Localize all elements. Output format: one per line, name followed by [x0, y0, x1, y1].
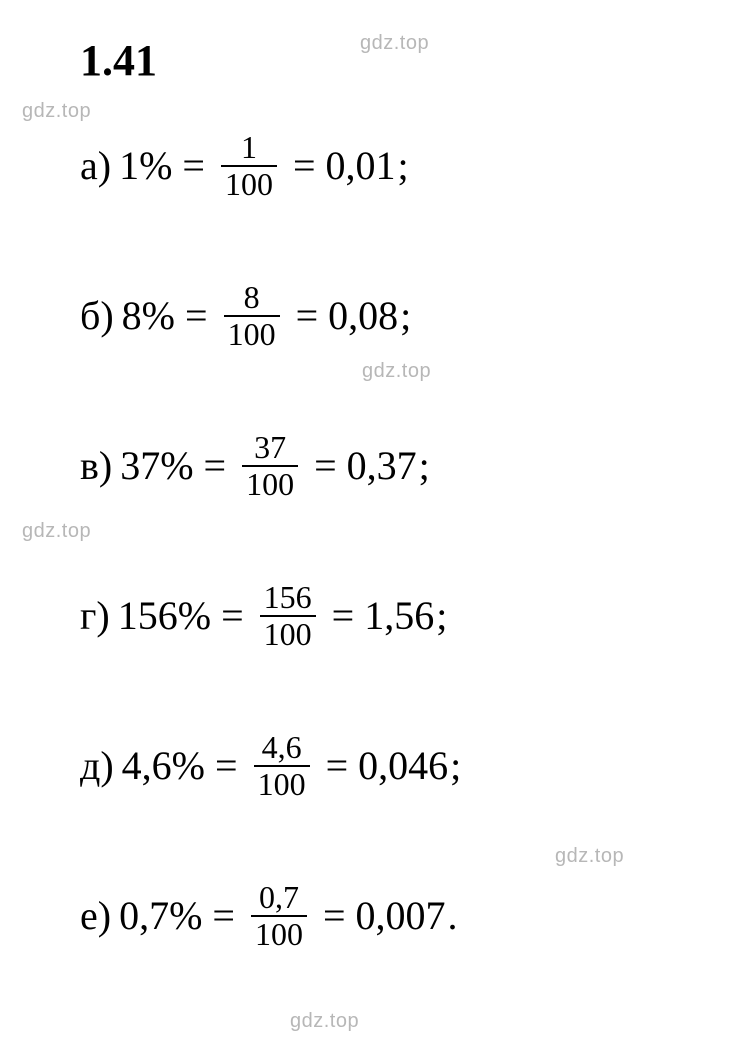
denominator: 100 [260, 617, 316, 652]
equals-sign: = [332, 596, 355, 636]
item-label: б) [80, 296, 114, 336]
watermark: gdz.top [362, 360, 431, 383]
numerator: 37 [250, 430, 290, 465]
numerator: 8 [240, 280, 264, 315]
equals-sign: = [293, 146, 316, 186]
equals-sign: = [326, 746, 349, 786]
watermark: gdz.top [22, 100, 91, 123]
equals-sign: = [185, 296, 208, 336]
decimal-value: 0,046 [358, 746, 448, 786]
watermark: gdz.top [555, 845, 624, 868]
item-label: г) [80, 596, 110, 636]
watermark: gdz.top [22, 520, 91, 543]
equation-g: г) 156% = 156 100 = 1,56 ; [80, 580, 447, 652]
percent-value: 156% [118, 596, 211, 636]
line-terminator: ; [436, 596, 447, 636]
equals-sign: = [215, 746, 238, 786]
decimal-value: 0,007 [356, 896, 446, 936]
watermark: gdz.top [290, 1010, 359, 1033]
line-terminator: ; [419, 446, 430, 486]
item-label: е) [80, 896, 111, 936]
equals-sign: = [221, 596, 244, 636]
problem-number: 1.41 [80, 35, 157, 86]
line-terminator: . [448, 896, 458, 936]
page: 1.41 а) 1% = 1 100 = 0,01 ; б) 8% = 8 10… [0, 0, 752, 1064]
equals-sign: = [212, 896, 235, 936]
equation-d: д) 4,6% = 4,6 100 = 0,046 ; [80, 730, 461, 802]
watermark: gdz.top [360, 32, 429, 55]
equation-a: а) 1% = 1 100 = 0,01 ; [80, 130, 409, 202]
numerator: 0,7 [255, 880, 303, 915]
equals-sign: = [323, 896, 346, 936]
equals-sign: = [204, 446, 227, 486]
numerator: 1 [237, 130, 261, 165]
line-terminator: ; [450, 746, 461, 786]
fraction: 4,6 100 [254, 730, 310, 802]
fraction: 0,7 100 [251, 880, 307, 952]
line-terminator: ; [398, 146, 409, 186]
decimal-value: 0,08 [328, 296, 398, 336]
equation-e: е) 0,7% = 0,7 100 = 0,007 . [80, 880, 458, 952]
decimal-value: 0,01 [326, 146, 396, 186]
equals-sign: = [182, 146, 205, 186]
percent-value: 0,7% [119, 896, 202, 936]
fraction: 8 100 [224, 280, 280, 352]
percent-value: 4,6% [122, 746, 205, 786]
percent-value: 37% [120, 446, 193, 486]
item-label: д) [80, 746, 114, 786]
denominator: 100 [224, 317, 280, 352]
numerator: 4,6 [258, 730, 306, 765]
equals-sign: = [314, 446, 337, 486]
percent-value: 1% [119, 146, 172, 186]
equation-v: в) 37% = 37 100 = 0,37 ; [80, 430, 430, 502]
percent-value: 8% [122, 296, 175, 336]
fraction: 1 100 [221, 130, 277, 202]
item-label: а) [80, 146, 111, 186]
equation-b: б) 8% = 8 100 = 0,08 ; [80, 280, 411, 352]
fraction: 37 100 [242, 430, 298, 502]
denominator: 100 [254, 767, 310, 802]
denominator: 100 [242, 467, 298, 502]
numerator: 156 [260, 580, 316, 615]
denominator: 100 [221, 167, 277, 202]
item-label: в) [80, 446, 112, 486]
decimal-value: 0,37 [347, 446, 417, 486]
decimal-value: 1,56 [364, 596, 434, 636]
fraction: 156 100 [260, 580, 316, 652]
line-terminator: ; [400, 296, 411, 336]
denominator: 100 [251, 917, 307, 952]
equals-sign: = [296, 296, 319, 336]
